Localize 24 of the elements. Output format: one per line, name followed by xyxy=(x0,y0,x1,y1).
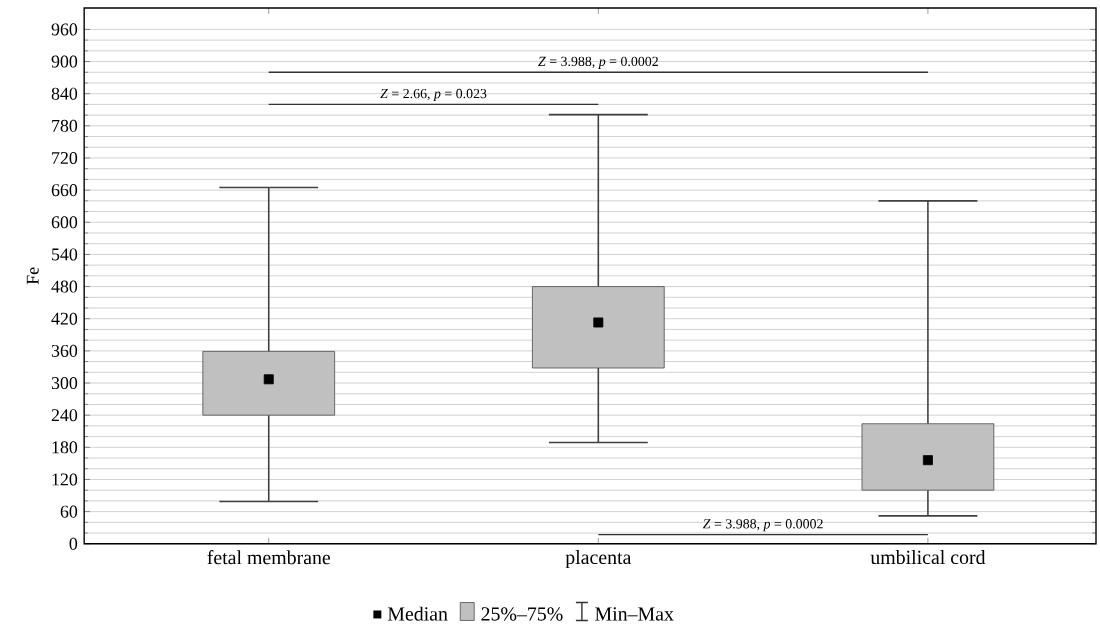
y-axis-title: Fe xyxy=(26,267,39,285)
y-tick-label: 480 xyxy=(51,280,78,293)
y-tick-label: 780 xyxy=(52,120,78,133)
y-tick-label: 540 xyxy=(52,248,78,261)
y-tick-label: 840 xyxy=(51,87,78,101)
y-tick-label: 360 xyxy=(51,345,78,358)
x-tick-label: fetal membrane xyxy=(207,550,331,565)
y-tick-label: 60 xyxy=(60,505,78,518)
x-tick-label: umbilical cord xyxy=(870,550,986,565)
legend-label: 25%–75% xyxy=(481,607,563,622)
y-tick-label: 960 xyxy=(51,23,78,36)
y-tick-label: 420 xyxy=(51,313,78,326)
text: Median xyxy=(387,606,448,621)
y-tick-label: 240 xyxy=(51,409,78,422)
x-tick-label: placenta xyxy=(565,550,632,569)
y-tick-label: 600 xyxy=(51,216,78,229)
y-tick-label: 120 xyxy=(52,473,78,486)
y-tick-label: 180 xyxy=(52,441,78,454)
y-tick-label: 720 xyxy=(52,152,78,165)
y-tick-label: 300 xyxy=(51,377,78,390)
y-tick-label: 900 xyxy=(51,55,78,68)
y-tick-label: 660 xyxy=(51,184,78,197)
y-tick-label: 0 xyxy=(69,538,78,551)
text: Min–Max xyxy=(595,607,674,621)
